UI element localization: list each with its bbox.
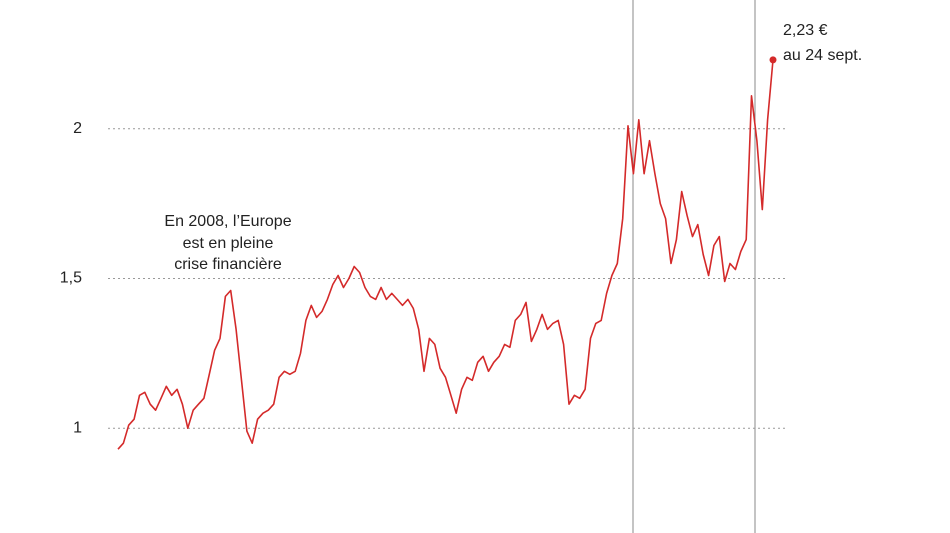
price-line <box>117 59 774 450</box>
end-label: 2,23 € <box>783 22 828 39</box>
annotation: est en pleine <box>183 235 274 252</box>
annotation: En 2008, l’Europe <box>164 213 291 230</box>
y-tick-label: 1 <box>73 419 82 436</box>
end-label: au 24 sept. <box>783 47 862 64</box>
y-tick-label: 2 <box>73 120 82 137</box>
end-point <box>769 56 777 64</box>
annotation: crise financière <box>174 256 282 273</box>
y-tick-label: 1,5 <box>60 270 82 287</box>
